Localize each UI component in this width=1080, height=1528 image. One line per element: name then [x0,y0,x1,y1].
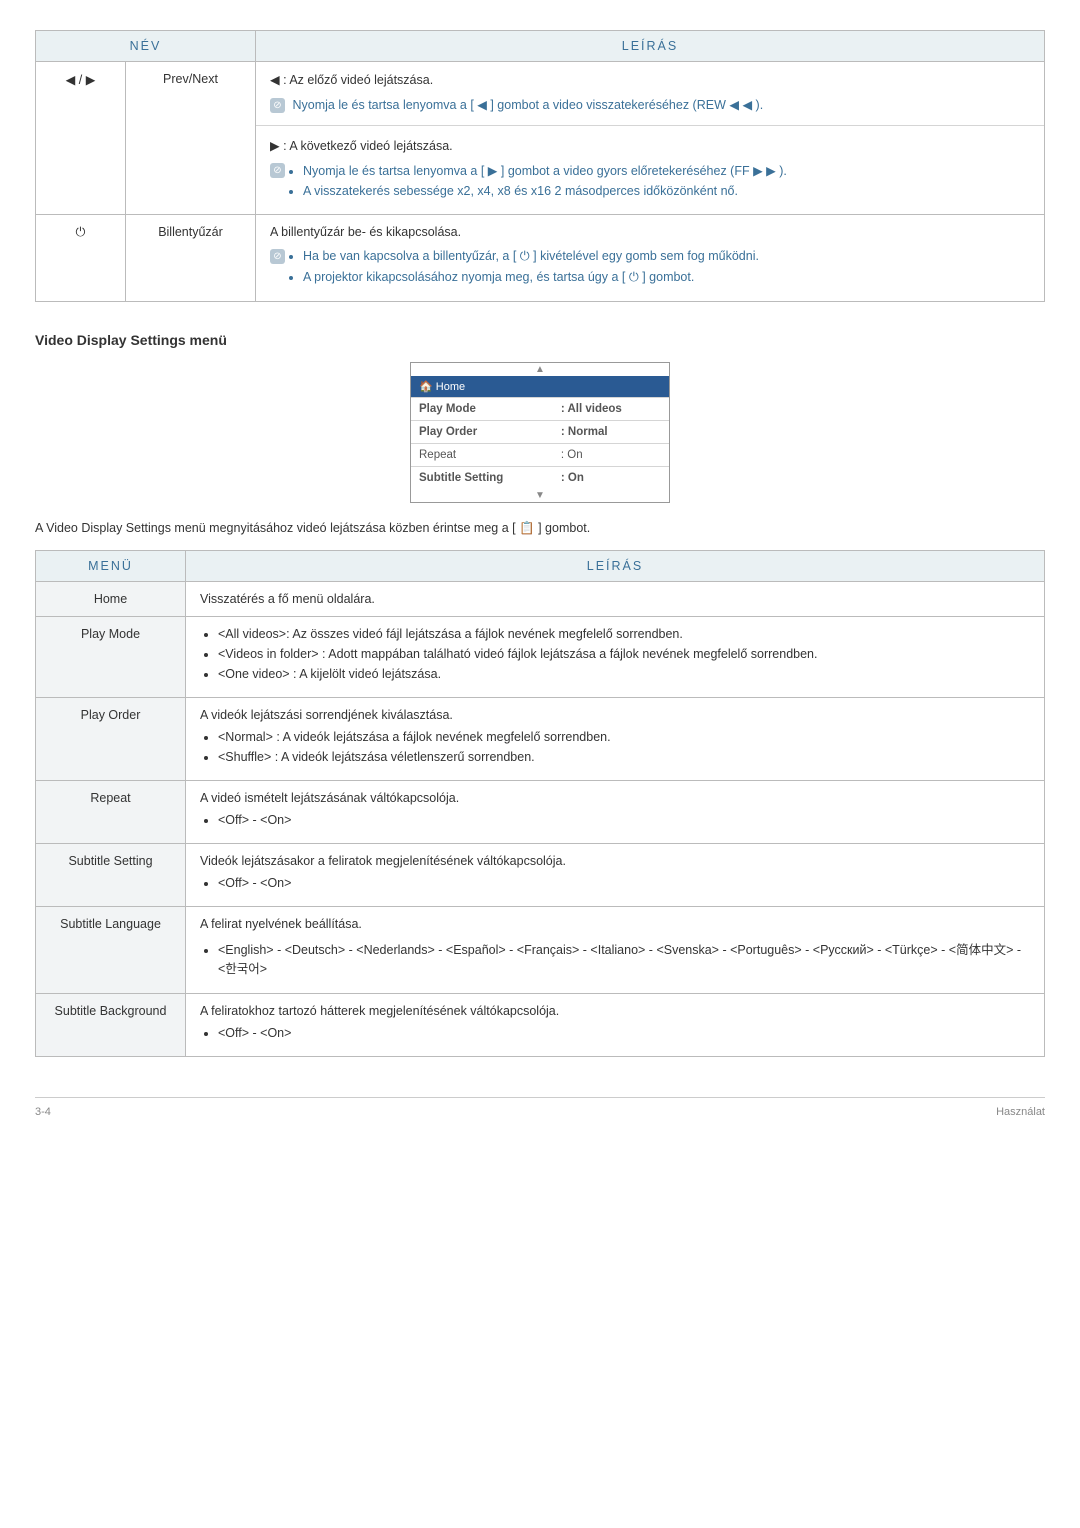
menu-desc-cell: A felirat nyelvének beállítása. <English>… [186,907,1045,994]
desc-text: A videó ismételt lejátszásának váltókapc… [200,791,1030,805]
desc-bullet: <Off> - <On> [218,876,1030,890]
desc-cell: A billentyűzár be- és kikapcsolása. ⊘ Ha… [256,215,1045,302]
block-text: A billentyűzár be- és kikapcsolása. [270,225,1030,239]
desc-bullet: <English> - <Deutsch> - <Nederlands> - <… [218,939,1030,977]
menu-item-value: : Normal [553,421,669,444]
desc-text: A videók lejátszási sorrendjének kiválas… [200,708,1030,722]
block-text: ▶ : A következő videó lejátszása. [270,138,1030,153]
bullet-item: Nyomja le és tartsa lenyomva a [ ▶ ] gom… [303,163,787,178]
desc-bullet: <Off> - <On> [218,1026,1030,1040]
desc-text: A feliratokhoz tartozó hátterek megjelen… [200,1004,1030,1018]
menu-name-cell: Subtitle Language [36,907,186,994]
symbol-cell: ◀ / ▶ [36,62,126,215]
desc-cell: ◀ : Az előző videó lejátszása. ⊘ Nyomja … [256,62,1045,215]
desc-bullet: <One video> : A kijelölt videó lejátszás… [218,667,1030,681]
menu-name-cell: Subtitle Background [36,994,186,1057]
menu-desc-cell: Visszatérés a fő menü oldalára. [186,582,1045,617]
desc-bullet: <Normal> : A videók lejátszása a fájlok … [218,730,1030,744]
menu-name-cell: Subtitle Setting [36,844,186,907]
menu-item-key: Play Order [411,421,553,444]
bullet-item: A visszatekerés sebessége x2, x4, x8 és … [303,184,787,198]
col-header-desc: LEÍRÁS [256,31,1045,62]
remote-buttons-table: NÉV LEÍRÁS ◀ / ▶ Prev/Next ◀ : Az előző … [35,30,1045,302]
intro-text: A Video Display Settings menü megnyitásá… [35,521,1045,536]
name-cell: Prev/Next [126,62,256,215]
page-number: 3-4 [35,1106,51,1118]
down-arrow-icon: ▼ [411,489,669,502]
note-text: Nyomja le és tartsa lenyomva a [ ◀ ] gom… [292,98,763,112]
block-text: ◀ : Az előző videó lejátszása. [270,72,1030,87]
note-icon: ⊘ [270,163,285,178]
menu-desc-cell: A videó ismételt lejátszásának váltókapc… [186,781,1045,844]
settings-menu-table: MENÜ LEÍRÁS HomeVisszatérés a fő menü ol… [35,550,1045,1057]
menu-desc-cell: Videók lejátszásakor a feliratok megjele… [186,844,1045,907]
menu-item-value: : On [553,444,669,467]
desc-bullet: <Off> - <On> [218,813,1030,827]
desc-bullet: <Videos in folder> : Adott mappában talá… [218,647,1030,661]
section-heading: Video Display Settings menü [35,332,1045,348]
menu-items-table: Play Mode: All videosPlay Order: NormalR… [411,397,669,489]
col-header-name: NÉV [36,31,256,62]
desc-bullet: <All videos>: Az összes videó fájl leját… [218,627,1030,641]
menu-name-cell: Play Order [36,698,186,781]
menu-item-value: : All videos [553,398,669,421]
menu-desc-cell: <All videos>: Az összes videó fájl leját… [186,617,1045,698]
name-cell: Billentyűzár [126,215,256,302]
menu-desc-cell: A feliratokhoz tartozó hátterek megjelen… [186,994,1045,1057]
note-icon: ⊘ [270,249,285,264]
desc-text: A felirat nyelvének beállítása. [200,917,1030,931]
menu-item-value: : On [553,467,669,490]
menu-item-key: Play Mode [411,398,553,421]
bullet-item: Ha be van kapcsolva a billentyűzár, a [ … [303,249,759,264]
menu-name-cell: Home [36,582,186,617]
menu-name-cell: Repeat [36,781,186,844]
menu-home-row: 🏠 Home [411,376,669,397]
desc-bullet: <Shuffle> : A videók lejátszása véletlen… [218,750,1030,764]
home-icon: 🏠 [419,381,433,393]
menu-name-cell: Play Mode [36,617,186,698]
symbol-cell: ⏻ [36,215,126,302]
up-arrow-icon: ▲ [411,363,669,376]
settings-menu-preview: ▲ 🏠 Home Play Mode: All videosPlay Order… [410,362,670,503]
menu-item-key: Subtitle Setting [411,467,553,490]
home-label: Home [436,381,465,393]
note-icon: ⊘ [270,98,285,113]
menu-desc-cell: A videók lejátszási sorrendjének kiválas… [186,698,1045,781]
col-header-desc: LEÍRÁS [186,551,1045,582]
page-footer: 3-4 Használat [35,1097,1045,1118]
footer-section: Használat [996,1106,1045,1118]
desc-text: Videók lejátszásakor a feliratok megjele… [200,854,1030,868]
col-header-menu: MENÜ [36,551,186,582]
menu-item-key: Repeat [411,444,553,467]
bullet-item: A projektor kikapcsolásához nyomja meg, … [303,270,759,285]
